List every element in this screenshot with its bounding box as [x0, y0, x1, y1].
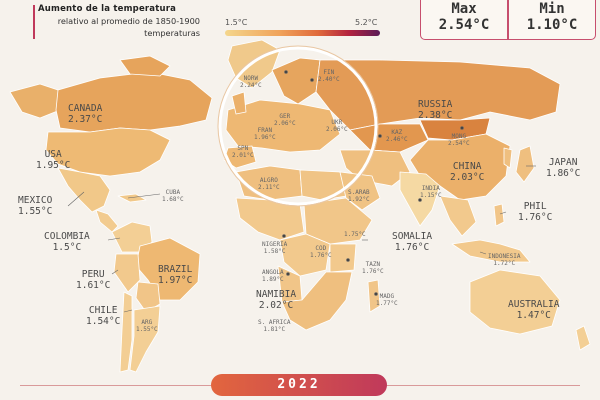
- region-europe: [225, 99, 341, 153]
- min-value: 1.10°C: [526, 17, 578, 33]
- country-tanzania: [329, 243, 357, 273]
- pin-norw: [284, 70, 288, 74]
- country-saudi-arabia: [339, 171, 381, 211]
- label-somalia: SOMALIA 1.76°C: [392, 231, 433, 253]
- country-colombia: [111, 221, 153, 253]
- label-ger: GER 2.06°C: [274, 113, 296, 127]
- region-se-asia: [439, 195, 477, 237]
- label-namibia: NAMIBIA 2.02°C: [256, 289, 297, 311]
- pin-tazn: [346, 258, 350, 262]
- label-cod: COD 1.76°C: [310, 245, 332, 259]
- europe-zoom-circle: [218, 46, 378, 206]
- label-russia: RUSSIA 2.38°C: [418, 99, 453, 121]
- leader-chile: [123, 309, 133, 313]
- min-label: Min: [539, 1, 565, 17]
- country-mexico: [57, 167, 111, 213]
- leader-phil: [499, 211, 507, 215]
- label-australia: AUSTRALIA 1.47°C: [508, 299, 560, 321]
- label-indonesia: INDONESIA 1.72°C: [488, 253, 521, 267]
- label-phil: PHIL 1.76°C: [518, 201, 553, 223]
- country-usa: [45, 127, 171, 177]
- country-cod: [279, 233, 331, 277]
- legend-subtitle: relativo al promedio de 1850-1900 temper…: [57, 16, 200, 38]
- pin-nigeria: [282, 234, 286, 238]
- country-chile: [119, 291, 133, 373]
- label-usa: USA 1.95°C: [36, 149, 71, 171]
- country-korea: [503, 147, 513, 169]
- country-philippines: [493, 203, 505, 227]
- leader-colombia: [107, 237, 121, 241]
- country-alaska: [9, 83, 61, 119]
- country-japan: [515, 145, 535, 183]
- label-kaz: KAZ 2.46°C: [386, 129, 408, 143]
- pin-madg: [374, 292, 378, 296]
- pin-kaz: [378, 134, 382, 138]
- label-india: INDIA 1.15°C: [420, 185, 442, 199]
- leader-peru: [111, 269, 119, 275]
- label-canada: CANADA 2.37°C: [68, 103, 103, 125]
- stats-divider: [507, 0, 509, 39]
- label-tazn: TAZN 1.76°C: [362, 261, 384, 275]
- legend-color-scale: [225, 30, 380, 36]
- legend-min-label: 1.5°C: [225, 18, 248, 27]
- region-uk: [231, 91, 247, 115]
- stats-box: Max 2.54°C Min 1.10°C: [420, 0, 596, 40]
- pin-mong: [460, 126, 464, 130]
- label-fran: FRAN 1.96°C: [254, 127, 276, 141]
- europe-zoom-outline: [217, 45, 379, 207]
- label-nigeria: NIGERIA 1.58°C: [262, 241, 288, 255]
- label-chile: CHILE 1.54°C: [86, 305, 121, 327]
- leader-mexico: [67, 191, 85, 207]
- legend-title: Aumento de la temperatura: [38, 4, 177, 14]
- year-banner: 2022: [211, 374, 387, 396]
- label-spn: SPN 2.01°C: [232, 145, 254, 159]
- country-peru: [113, 253, 141, 293]
- country-argentina: [129, 305, 161, 373]
- country-new-zealand: [575, 325, 591, 351]
- label-mong: MONG 2.54°C: [448, 133, 470, 147]
- pin-angola: [286, 272, 290, 276]
- label-japan: JAPAN 1.86°C: [546, 157, 581, 179]
- country-australia: [469, 269, 561, 335]
- country-central-america: [95, 209, 119, 233]
- label-sarab: S.ARAB 1.92°C: [348, 189, 370, 203]
- label-madg: MADG 1.77°C: [376, 293, 398, 307]
- label-china: CHINA 2.03°C: [450, 161, 485, 183]
- label-arg: ARG 1.55°C: [136, 319, 158, 333]
- country-indonesia: [451, 239, 531, 263]
- label-angola: ANGOLA 1.89°C: [262, 269, 284, 283]
- label-safrica: S. AFRICA 1.81°C: [258, 319, 291, 333]
- leader-cuba: [127, 193, 161, 199]
- label-algeria: ALGRO 2.11°C: [258, 177, 280, 191]
- label-ukr: UKR 2.06°C: [326, 119, 348, 133]
- region-southern-africa: [281, 271, 353, 331]
- legend-max-label: 5.2°C: [355, 18, 378, 27]
- label-ethiopia: 1.75°C: [344, 231, 366, 238]
- pin-india: [418, 198, 422, 202]
- country-madagascar: [367, 279, 381, 313]
- max-label: Max: [451, 1, 477, 17]
- label-brazil: BRAZIL 1.97°C: [158, 264, 193, 286]
- label-peru: PERU 1.61°C: [76, 269, 111, 291]
- legend-accent-line: [33, 5, 35, 39]
- max-value: 2.54°C: [438, 17, 490, 33]
- country-cuba: [117, 193, 147, 203]
- canada-islands: [119, 55, 171, 77]
- leader-indonesia: [479, 251, 487, 255]
- pin-fin: [310, 78, 314, 82]
- region-north-africa-east: [299, 169, 347, 201]
- label-colombia: COLOMBIA 1.5°C: [44, 231, 90, 253]
- label-norw: NORW 2.24°C: [240, 75, 262, 89]
- label-mexico: MEXICO 1.55°C: [18, 195, 53, 217]
- label-cuba: CUBA 1.68°C: [162, 189, 184, 203]
- label-fin: FIN 2.40°C: [318, 69, 340, 83]
